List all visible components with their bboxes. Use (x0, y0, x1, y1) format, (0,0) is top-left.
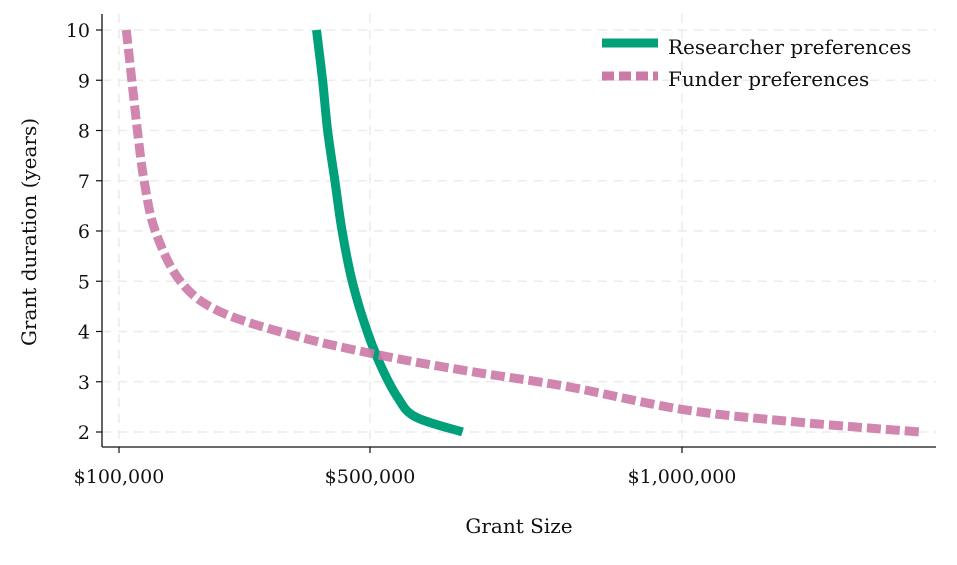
y-tick-label: 5 (78, 271, 90, 293)
y-tick-label: 8 (78, 121, 90, 143)
grid-layer (102, 14, 936, 447)
legend: Researcher preferences Funder preference… (602, 35, 911, 91)
y-tick-label: 10 (66, 20, 90, 42)
series-line-funder (121, 29, 921, 437)
x-tick-label: $1,000,000 (628, 466, 737, 488)
x-tick-label: $100,000 (74, 466, 165, 488)
y-axis-label: Grant duration (years) (17, 118, 41, 346)
legend-label-funder: Funder preferences (668, 67, 869, 91)
series-line-researcher (312, 29, 464, 437)
legend-label-researcher: Researcher preferences (668, 35, 911, 59)
y-tick-label: 3 (78, 372, 90, 394)
y-tick-label: 7 (78, 171, 90, 193)
y-tick-label: 4 (78, 322, 90, 344)
x-tick-label: $500,000 (325, 466, 416, 488)
y-tick-label: 9 (78, 70, 90, 92)
series-layer (121, 29, 921, 437)
x-axis-label: Grant Size (465, 514, 572, 538)
y-tick-label: 2 (78, 422, 90, 444)
ticks-layer: $100,000 $500,000 $1,000,000 2 3 4 5 6 7 8 9 10 (66, 20, 737, 488)
y-tick-label: 6 (78, 221, 90, 243)
